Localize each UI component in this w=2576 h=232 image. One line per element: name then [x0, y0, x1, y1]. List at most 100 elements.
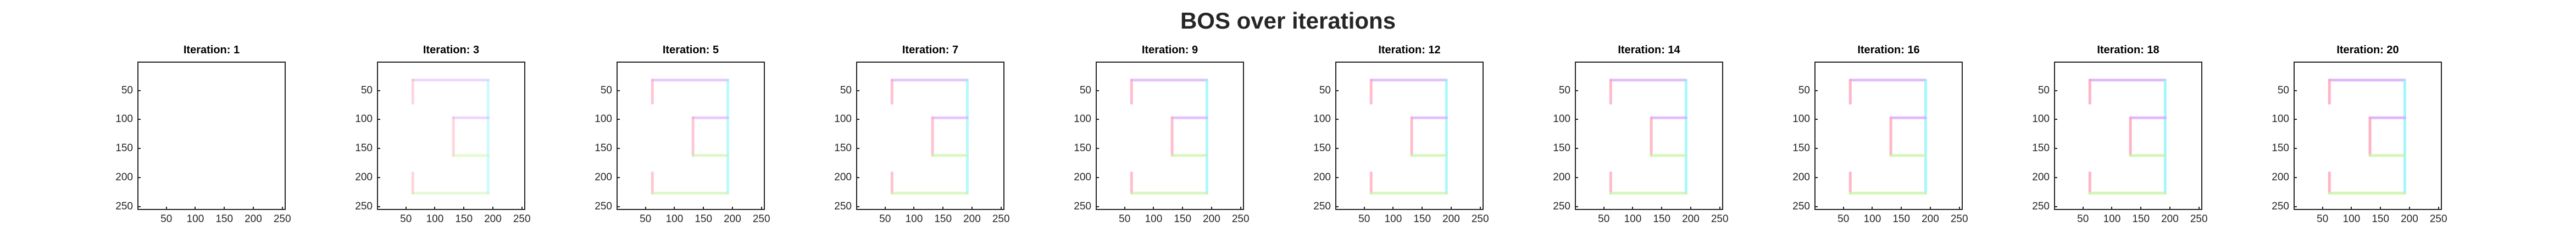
heatmap-image [890, 79, 969, 195]
y-tick-label: 250 [2032, 200, 2050, 212]
x-tick-mark [2169, 207, 2170, 210]
x-tick-label: 250 [992, 213, 1010, 225]
y-tick-mark [1814, 119, 1818, 120]
y-tick-mark [137, 206, 141, 207]
y-tick-label: 100 [834, 113, 852, 125]
x-tick-label: 150 [2372, 213, 2390, 225]
x-tick-label: 100 [905, 213, 923, 225]
subplot-panel: Iteration: 1 50 100 150 200 250 50 100 150 200 250 [115, 44, 291, 225]
y-tick-mark [856, 148, 859, 150]
y-tick-label: 50 [600, 84, 612, 96]
x-tick-label: 50 [400, 213, 412, 225]
y-tick-mark [1814, 148, 1818, 150]
subplot-panel: Iteration: 12 50 100 150 200 250 50 100 150 200 25… [1313, 44, 1489, 225]
y-tick-mark [617, 148, 620, 150]
y-tick-mark [2054, 90, 2057, 91]
y-tick-mark [1335, 90, 1339, 91]
y-tick-mark [617, 206, 620, 207]
x-tick-mark [165, 207, 167, 210]
y-tick-mark [1575, 176, 1578, 178]
subplot-title: Iteration: 18 [2097, 44, 2159, 56]
subplot-title: Iteration: 20 [2336, 44, 2399, 56]
x-tick-label: 250 [513, 213, 531, 225]
x-tick-mark [1124, 207, 1125, 210]
x-tick-mark [1929, 207, 1931, 210]
y-tick-label: 100 [2272, 113, 2289, 125]
subplot-title: Iteration: 7 [902, 44, 959, 56]
x-tick-label: 100 [2342, 213, 2361, 225]
x-tick-label: 150 [1653, 213, 1671, 225]
x-tick-mark [252, 207, 254, 210]
x-tick-mark [2140, 207, 2142, 210]
y-tick-mark [856, 119, 859, 120]
subplot-panel: Iteration: 9 50 100 150 200 250 50 100 150 200 250 [1074, 44, 1249, 225]
x-tick-label: 100 [1384, 213, 1402, 225]
subplot-panel: Iteration: 16 50 100 150 200 250 50 100 150 200 25… [1792, 44, 1968, 225]
x-tick-label: 50 [1358, 213, 1370, 225]
x-tick-mark [1211, 207, 1212, 210]
x-tick-label: 200 [245, 213, 262, 225]
heatmap-image [1369, 79, 1448, 195]
x-tick-label: 150 [1892, 213, 1911, 225]
y-tick-label: 50 [121, 84, 133, 96]
x-tick-label: 200 [2401, 213, 2418, 225]
plot-area [1096, 62, 1244, 210]
y-tick-mark [137, 176, 141, 178]
x-tick-label: 50 [879, 213, 891, 225]
y-tick-label: 100 [1074, 113, 1091, 125]
y-tick-label: 100 [1313, 113, 1331, 125]
y-tick-label: 200 [2272, 171, 2289, 183]
x-tick-mark [1632, 207, 1634, 210]
x-tick-label: 100 [2103, 213, 2121, 225]
y-tick-mark [137, 90, 141, 91]
y-tick-mark [856, 206, 859, 207]
y-tick-mark [1096, 206, 1099, 207]
y-tick-label: 50 [1079, 84, 1091, 96]
x-tick-label: 50 [2077, 213, 2089, 225]
x-tick-label: 250 [2429, 213, 2447, 225]
y-tick-mark [377, 90, 380, 91]
plot-area [2054, 62, 2202, 210]
y-tick-mark [2054, 176, 2057, 178]
y-tick-mark [1814, 206, 1818, 207]
y-tick-mark [1814, 90, 1818, 91]
y-tick-label: 100 [595, 113, 612, 125]
y-tick-label: 100 [355, 113, 373, 125]
plot-area [2294, 62, 2442, 210]
y-tick-mark [1335, 206, 1339, 207]
y-tick-mark [1335, 148, 1339, 150]
x-tick-label: 200 [1442, 213, 1460, 225]
x-tick-mark [703, 207, 704, 210]
y-tick-mark [137, 148, 141, 150]
x-tick-mark [2082, 207, 2084, 210]
y-tick-mark [1096, 119, 1099, 120]
y-tick-label: 250 [834, 200, 852, 212]
y-tick-label: 100 [1792, 113, 1810, 125]
x-tick-mark [913, 207, 915, 210]
y-tick-mark [377, 176, 380, 178]
plot-area [856, 62, 1004, 210]
x-tick-label: 250 [2190, 213, 2208, 225]
subplot-panel: Iteration: 18 50 100 150 200 250 50 100 150 200 25… [2032, 44, 2207, 225]
x-tick-mark [1603, 207, 1605, 210]
x-tick-mark [1661, 207, 1663, 210]
x-tick-label: 100 [1145, 213, 1163, 225]
y-tick-mark [2294, 119, 2297, 120]
y-tick-mark [1575, 206, 1578, 207]
x-tick-mark [1422, 207, 1423, 210]
x-tick-label: 200 [963, 213, 981, 225]
y-tick-label: 50 [1558, 84, 1570, 96]
y-tick-label: 200 [1313, 171, 1331, 183]
x-tick-mark [1000, 207, 1002, 210]
y-tick-mark [617, 176, 620, 178]
heatmap-image [1609, 79, 1687, 195]
plot-area [1814, 62, 1963, 210]
x-tick-label: 100 [1624, 213, 1642, 225]
x-tick-label: 150 [1174, 213, 1192, 225]
x-tick-mark [731, 207, 733, 210]
plot-area [377, 62, 525, 210]
y-tick-label: 50 [840, 84, 852, 96]
x-tick-mark [1719, 207, 1720, 210]
x-tick-label: 100 [426, 213, 444, 225]
